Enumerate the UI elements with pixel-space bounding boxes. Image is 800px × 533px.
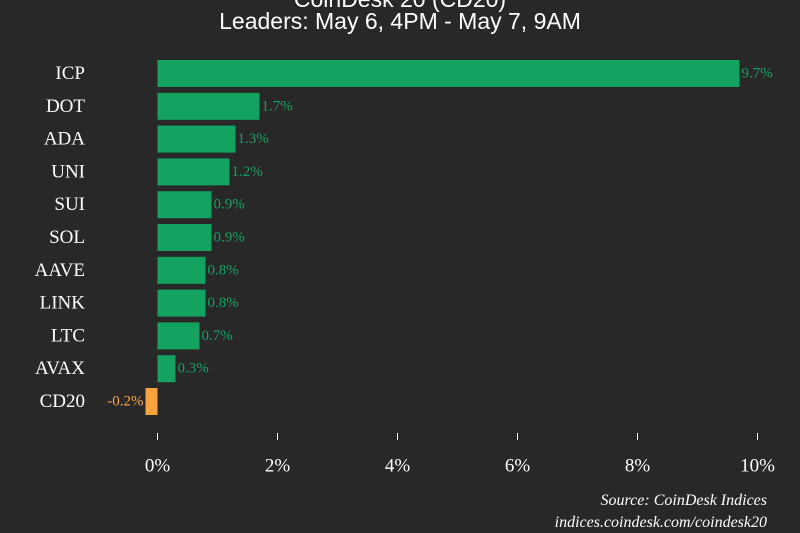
value-label: -0.2%	[107, 394, 143, 410]
category-label: LINK	[40, 293, 86, 314]
x-tick-label: 6%	[505, 456, 531, 477]
bar-avax	[157, 355, 176, 383]
chart-subtitle: Leaders: May 6, 4PM - May 7, 9AM	[219, 8, 581, 34]
value-label: 0.9%	[214, 197, 245, 213]
chart-title: CoinDesk 20 (CD20)	[0, 0, 800, 13]
source-url: indices.coindesk.com/coindesk20	[555, 514, 767, 531]
category-label: SOL	[49, 227, 85, 248]
category-label: LTC	[51, 325, 85, 346]
bar-sui	[157, 191, 212, 219]
x-tick-label: 4%	[385, 456, 411, 477]
category-label: ICP	[55, 63, 85, 84]
value-label: 1.7%	[262, 98, 293, 114]
x-tick-label: 2%	[265, 456, 291, 477]
value-label: 0.3%	[178, 361, 209, 377]
bar-uni	[157, 158, 230, 186]
bar-ada	[157, 125, 236, 153]
value-label: 1.3%	[238, 131, 269, 147]
category-label: SUI	[54, 194, 85, 215]
x-tick-label: 0%	[145, 456, 171, 477]
value-label: 0.9%	[214, 230, 245, 246]
bar-link	[157, 289, 206, 317]
category-label: AVAX	[35, 358, 85, 379]
value-label: 0.8%	[208, 295, 239, 311]
bar-ltc	[157, 322, 200, 350]
category-label: DOT	[46, 96, 85, 117]
value-label: 0.8%	[208, 262, 239, 278]
value-label: 1.2%	[232, 164, 263, 180]
bar-sol	[157, 224, 212, 251]
x-tick-label: 10%	[740, 456, 775, 477]
bar-icp	[157, 60, 740, 87]
category-label: ADA	[44, 129, 85, 150]
bar-cd20	[145, 388, 158, 415]
source-text: Source: CoinDesk Indices	[601, 492, 767, 509]
x-tick-label: 8%	[625, 456, 651, 477]
category-label: UNI	[51, 161, 85, 182]
value-label: 9.7%	[742, 66, 773, 82]
bar-dot	[157, 92, 260, 120]
bar-aave	[157, 256, 206, 284]
category-label: CD20	[40, 391, 85, 412]
category-label: AAVE	[35, 260, 85, 281]
value-label: 0.7%	[202, 328, 233, 344]
